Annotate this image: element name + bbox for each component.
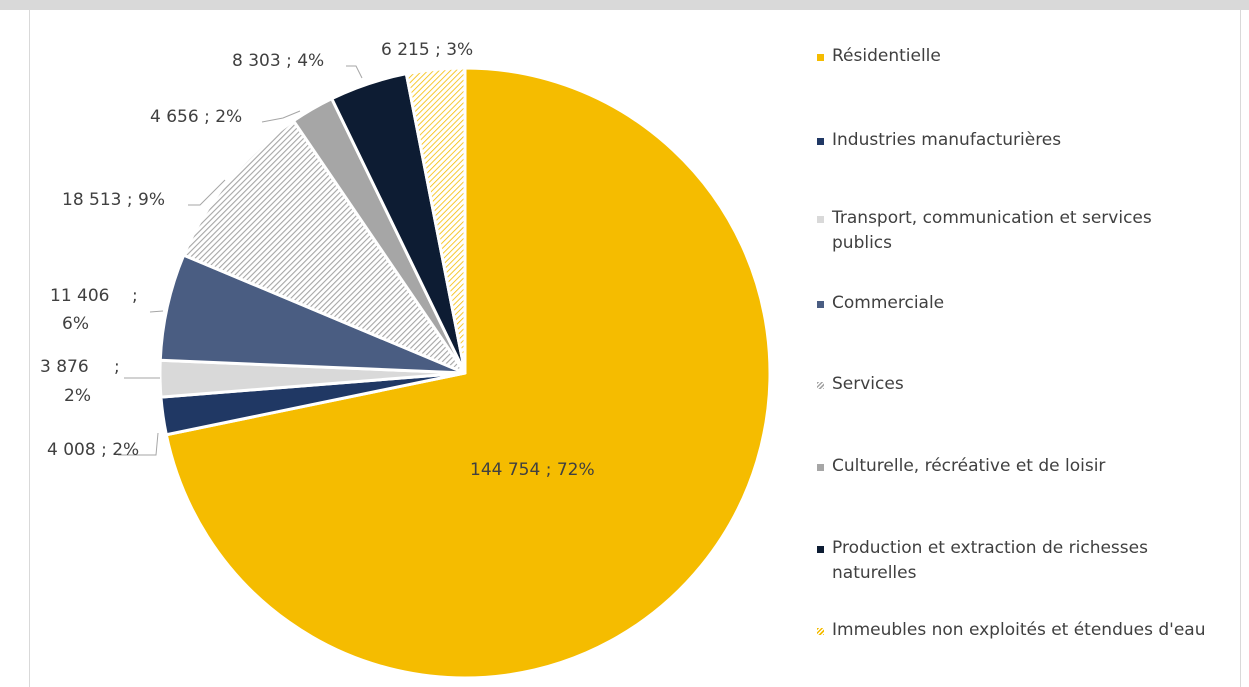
- pie-slice-residentielle: [164, 66, 772, 680]
- legend-label: Transport, communication et services: [832, 208, 1152, 228]
- data-label-percent-commerciale: 6%: [62, 314, 89, 334]
- legend-label: Services: [832, 374, 904, 394]
- top-border: [0, 0, 1249, 10]
- leader-line-industries-manufacturieres: [118, 432, 159, 456]
- legend-label: Industries manufacturières: [832, 130, 1062, 150]
- right-border: [1240, 10, 1241, 687]
- legend-item-residentielle: Résidentielle: [815, 44, 1235, 69]
- legend-item-immeubles-non-exploites-et-etendues-d-eau: Immeubles non exploités et étendues d'ea…: [815, 618, 1235, 643]
- pie-slice-immeubles-non-exploites-et-etendues-d-eau: [404, 66, 467, 375]
- legend-swatch: [817, 464, 824, 471]
- data-label-separator-transport-communication-et-services-publics: ;: [114, 357, 120, 377]
- legend-label: Production et extraction de richesses: [832, 538, 1148, 558]
- pie-slice-services: [182, 119, 467, 375]
- legend-item-production-et-extraction-de-richesses: Production et extraction de richesses nat…: [815, 536, 1235, 586]
- data-label-value-commerciale: 11 406: [50, 286, 109, 306]
- legend-swatch: [817, 138, 824, 145]
- legend-swatch: [817, 301, 824, 308]
- data-label-residentielle: 144 754 ; 72%: [470, 460, 595, 480]
- legend-label-line2: naturelles: [832, 563, 917, 583]
- leader-lines: [118, 65, 363, 456]
- legend-item-commerciale: Commerciale: [815, 291, 1235, 316]
- data-label-industries-manufacturieres: 4 008 ; 2%: [47, 440, 139, 460]
- legend-item-culturelle-recreative-et-de-loisir: Culturelle, récréative et de loisir: [815, 454, 1235, 479]
- legend-swatch: [817, 628, 824, 635]
- data-label-value-transport-communication-et-services-publics: 3 876: [40, 357, 89, 377]
- legend-swatch: [817, 546, 824, 553]
- legend-item-services: Services: [815, 372, 1235, 397]
- legend: Résidentielle Industries manufacturières T…: [815, 36, 1235, 656]
- legend-item-industries-manufacturieres: Industries manufacturières: [815, 128, 1235, 153]
- data-labels: 144 754 ; 72% 4 008 ; 2% 3 876 ; 2% 11 406 ; 6%…: [40, 40, 595, 480]
- data-label-services: 18 513 ; 9%: [62, 190, 165, 210]
- leader-line-services: [188, 179, 226, 206]
- legend-item-transport-communication-et-services: Transport, communication et services publ…: [815, 206, 1235, 256]
- legend-swatch: [817, 382, 824, 389]
- pie-slices: [158, 66, 772, 680]
- data-label-immeubles-non-exploites-et-etendues-d-eau: 6 215 ; 3%: [381, 40, 473, 60]
- leader-line-commerciale: [149, 310, 164, 313]
- data-label-production-et-extraction-de-richesses-naturelles: 8 303 ; 4%: [232, 51, 324, 71]
- legend-swatch: [817, 216, 824, 223]
- legend-swatch: [817, 54, 824, 61]
- data-label-culturelle-recreative-et-de-loisir: 4 656 ; 2%: [150, 107, 242, 127]
- left-border: [29, 10, 30, 687]
- legend-label-line2: publics: [832, 233, 893, 253]
- data-label-percent-transport-communication-et-services-publics: 2%: [64, 386, 91, 406]
- data-label-separator-commerciale: ;: [132, 286, 138, 306]
- legend-label: Résidentielle: [832, 46, 941, 66]
- legend-label: Commerciale: [832, 293, 945, 313]
- leader-line-production-et-extraction-de-richesses-naturelles: [346, 65, 363, 79]
- legend-label: Immeubles non exploités et étendues d'ea…: [832, 620, 1206, 640]
- leader-line-culturelle-recreative-et-de-loisir: [261, 110, 301, 123]
- legend-label: Culturelle, récréative et de loisir: [832, 456, 1106, 476]
